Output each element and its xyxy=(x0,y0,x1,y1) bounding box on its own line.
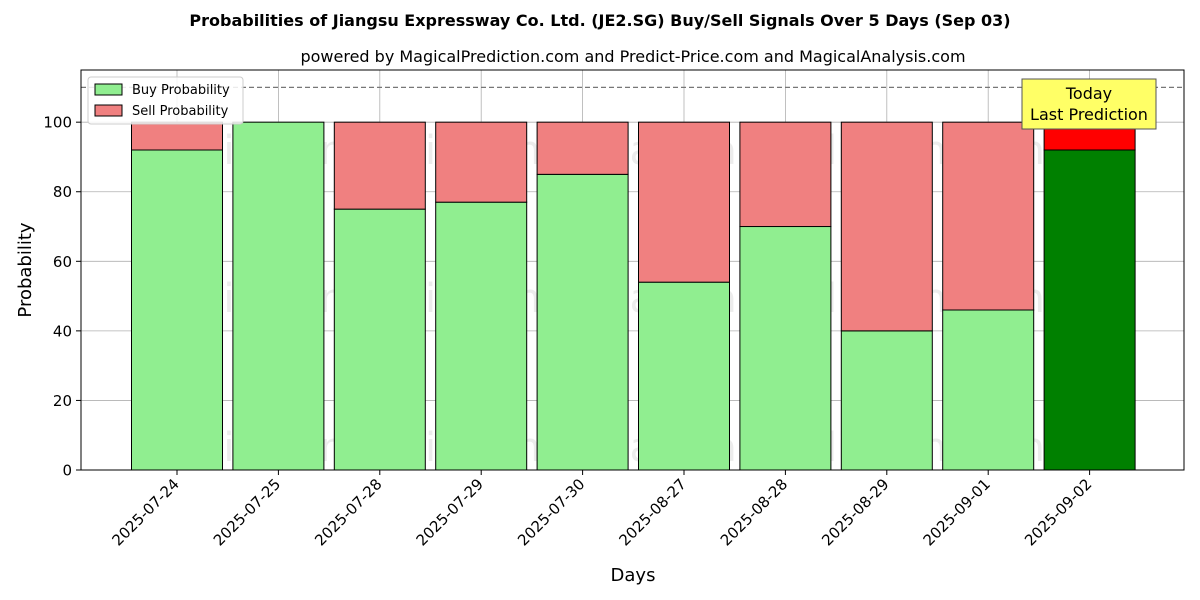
x-tick-label: 2025-08-27 xyxy=(615,475,689,549)
x-tick-label: 2025-09-02 xyxy=(1021,475,1095,549)
sell-bar xyxy=(638,121,730,283)
buy-bar xyxy=(232,121,325,471)
annotation-line2: Last Prediction xyxy=(1030,105,1148,124)
plot-area: MagicalAnalysis.comMagicalPrediction.com… xyxy=(43,69,1185,549)
sell-bar xyxy=(942,121,1035,311)
legend-box xyxy=(87,76,244,125)
sell-bar xyxy=(333,121,426,210)
buy-bar xyxy=(536,173,629,471)
buy-bar xyxy=(638,281,730,471)
sell-bar xyxy=(840,121,933,332)
legend-swatch xyxy=(94,83,123,96)
buy-bar xyxy=(942,309,1035,471)
chart-subtitle: powered by MagicalPrediction.com and Pre… xyxy=(300,47,965,66)
y-tick-label: 60 xyxy=(53,253,72,271)
x-tick-label: 2025-07-28 xyxy=(311,475,385,549)
x-tick-label: 2025-09-01 xyxy=(920,475,994,549)
sell-bar xyxy=(536,121,629,175)
sell-bar xyxy=(739,121,832,228)
buy-bar xyxy=(1043,149,1136,471)
y-tick-label: 40 xyxy=(53,322,72,340)
y-axis-label: Probability xyxy=(15,222,36,317)
legend-label: Sell Probability xyxy=(132,104,229,119)
legend: Buy Probability Sell Probability xyxy=(87,76,244,125)
buy-bar xyxy=(840,330,933,471)
x-tick-label: 2025-07-24 xyxy=(108,475,182,549)
x-tick-label: 2025-08-29 xyxy=(818,475,892,549)
buy-bar xyxy=(739,226,832,471)
y-tick-label: 0 xyxy=(62,462,72,480)
chart-title: Probabilities of Jiangsu Expressway Co. … xyxy=(189,11,1010,30)
buy-bar xyxy=(333,208,426,471)
annotation-box xyxy=(1021,78,1157,130)
x-tick-label: 2025-08-28 xyxy=(717,475,791,549)
y-tick-label: 20 xyxy=(53,392,72,410)
y-tick-label: 100 xyxy=(43,114,72,132)
annotation-line1: Today xyxy=(1065,84,1112,103)
buy-bar xyxy=(435,201,528,471)
legend-swatch xyxy=(94,104,123,117)
x-tick-label: 2025-07-30 xyxy=(514,475,588,549)
legend-label: Buy Probability xyxy=(132,83,230,98)
x-tick-label: 2025-07-29 xyxy=(413,475,487,549)
x-tick-label: 2025-07-25 xyxy=(210,475,284,549)
sell-bar xyxy=(435,121,528,203)
plot-frame xyxy=(80,69,1185,471)
y-tick-label: 80 xyxy=(53,183,72,201)
x-axis-label: Days xyxy=(611,565,656,586)
buy-bar xyxy=(131,149,223,471)
today-annotation: Today Last Prediction xyxy=(1021,78,1157,130)
sell-bar xyxy=(131,121,223,151)
